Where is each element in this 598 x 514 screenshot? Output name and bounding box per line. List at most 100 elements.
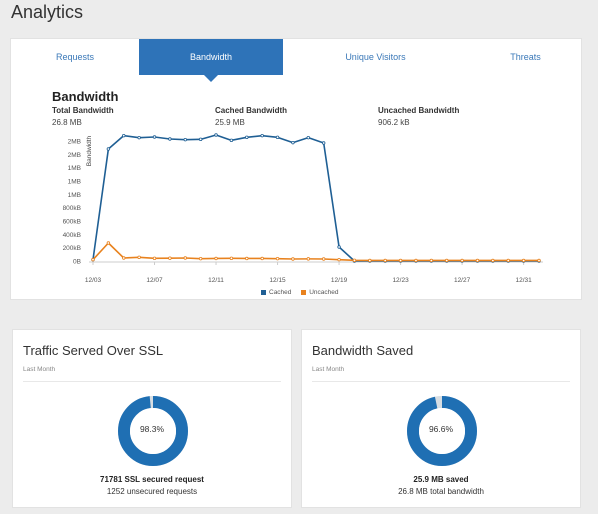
data-point-uncached — [475, 258, 480, 263]
y-tick-label: 1MB — [68, 179, 81, 186]
tab-unique-visitors[interactable]: Unique Visitors — [345, 52, 406, 62]
legend-item-uncached[interactable]: Uncached — [301, 289, 339, 296]
stat-value: 906.2 kB — [378, 118, 410, 127]
data-point-uncached — [352, 258, 357, 263]
stat-label: Cached Bandwidth — [215, 106, 288, 115]
data-point-uncached — [414, 258, 418, 263]
data-point-cached — [137, 135, 141, 140]
x-tick-label: 12/07 — [146, 277, 163, 284]
data-point-uncached — [137, 255, 141, 260]
data-point-uncached — [429, 258, 434, 263]
bandwidth-line-chart: Bandwidth 0B 200kB 400kB 600kB 800kB 1MB 1MB 1MB… — [63, 133, 543, 284]
data-point-uncached — [491, 258, 495, 263]
data-point-uncached — [214, 256, 218, 261]
saved-amount: 25.9 MB saved — [413, 475, 469, 484]
x-tick-label: 12/31 — [515, 277, 532, 284]
data-point-uncached — [229, 256, 234, 261]
donut-inner-ring — [419, 408, 465, 454]
series-line-cached — [92, 134, 539, 262]
data-point-cached — [306, 135, 311, 140]
data-point-uncached — [383, 258, 387, 263]
tab-requests[interactable]: Requests — [55, 52, 95, 62]
data-point-cached — [321, 141, 326, 145]
stat-cached-bandwidth: Cached Bandwidth 25.9 MB — [215, 106, 287, 127]
data-point-uncached — [445, 258, 449, 263]
data-point-cached — [275, 135, 280, 140]
data-point-cached — [245, 135, 249, 140]
ssl-traffic-card: Traffic Served Over SSL Last Month 98.3%… — [12, 329, 292, 508]
x-tick-label: 12/11 — [208, 277, 224, 284]
y-tick-label: 0B — [73, 259, 81, 266]
legend-swatch-uncached — [301, 289, 307, 295]
data-point-cached — [229, 138, 234, 143]
donut-fill — [118, 396, 188, 466]
divider — [312, 381, 570, 382]
total-bandwidth-amount: 26.8 MB total bandwidth — [398, 487, 484, 496]
stat-value: 25.9 MB — [215, 118, 245, 127]
data-point-uncached — [245, 256, 249, 261]
data-point-uncached — [368, 258, 372, 263]
x-tick-label: 12/19 — [331, 277, 348, 284]
bandwidth-saved-card: Bandwidth Saved Last Month 96.6% 25.9 MB… — [301, 329, 581, 508]
data-point-cached — [337, 245, 341, 249]
x-tick-label: 12/15 — [269, 277, 286, 284]
stat-uncached-bandwidth: Uncached Bandwidth 906.2 kB — [378, 106, 459, 127]
ssl-unsecured-count: 1252 unsecured requests — [106, 487, 198, 496]
bandwidth-heading: Bandwidth — [52, 89, 119, 104]
data-point-cached — [152, 135, 157, 139]
data-point-uncached — [337, 257, 341, 262]
data-point-cached — [214, 133, 218, 137]
chart-legend: Cached Uncached — [261, 289, 347, 296]
data-point-uncached — [275, 256, 280, 261]
data-point-cached — [183, 137, 187, 142]
card-title: Traffic Served Over SSL — [23, 343, 164, 358]
data-point-uncached — [122, 256, 126, 260]
stat-label: Total Bandwidth — [52, 106, 114, 115]
card-period: Last Month — [23, 366, 56, 373]
analytics-card: Requests Bandwidth Unique Visitors Threa… — [10, 38, 582, 300]
x-tick-label: 12/27 — [454, 277, 471, 284]
data-point-cached — [168, 137, 172, 141]
data-point-uncached — [152, 256, 157, 261]
y-tick-label: 1MB — [68, 192, 81, 199]
data-point-cached — [106, 147, 111, 151]
data-point-uncached — [521, 258, 526, 263]
y-tick-label: 2MB — [68, 152, 81, 159]
x-tick-label: 12/23 — [392, 277, 409, 284]
card-title: Bandwidth Saved — [312, 343, 414, 358]
data-point-uncached — [537, 258, 541, 263]
data-point-uncached — [168, 256, 172, 260]
data-point-uncached — [306, 257, 311, 261]
y-tick-label: 1MB — [68, 165, 81, 172]
tab-threats[interactable]: Threats — [510, 52, 541, 62]
data-point-uncached — [106, 241, 111, 245]
data-point-uncached — [506, 258, 510, 263]
data-point-uncached — [183, 256, 187, 260]
y-axis-title: Bandwidth — [86, 135, 93, 166]
stat-label: Uncached Bandwidth — [378, 106, 460, 115]
ssl-secured-count: 71781 SSL secured request — [100, 475, 204, 484]
tab-bandwidth[interactable]: Bandwidth — [139, 39, 283, 82]
data-point-uncached — [398, 258, 403, 263]
bandwidth-saved-donut-chart — [407, 396, 477, 466]
series-line-uncached — [92, 242, 539, 262]
data-point-uncached — [291, 257, 295, 261]
analytics-tabs: Requests Bandwidth Unique Visitors Threa… — [11, 39, 581, 82]
legend-swatch-cached — [261, 289, 266, 295]
donut-fill — [407, 396, 477, 466]
legend-item-cached[interactable]: Cached — [261, 289, 291, 296]
y-tick-label: 800kB — [63, 205, 81, 212]
y-tick-label: 200kB — [63, 245, 81, 252]
legend-label: Cached — [269, 289, 292, 296]
x-tick-label: 12/03 — [85, 277, 102, 284]
page-title: Analytics — [11, 2, 84, 22]
data-point-uncached — [321, 257, 326, 261]
donut-inner-ring — [130, 408, 176, 454]
data-point-cached — [291, 140, 295, 145]
stat-total-bandwidth: Total Bandwidth 26.8 MB — [52, 106, 114, 127]
data-point-cached — [198, 137, 203, 142]
y-tick-label: 400kB — [63, 232, 81, 239]
y-tick-label: 2MB — [68, 139, 81, 146]
data-point-uncached — [91, 257, 95, 262]
ssl-donut-chart — [118, 396, 188, 466]
